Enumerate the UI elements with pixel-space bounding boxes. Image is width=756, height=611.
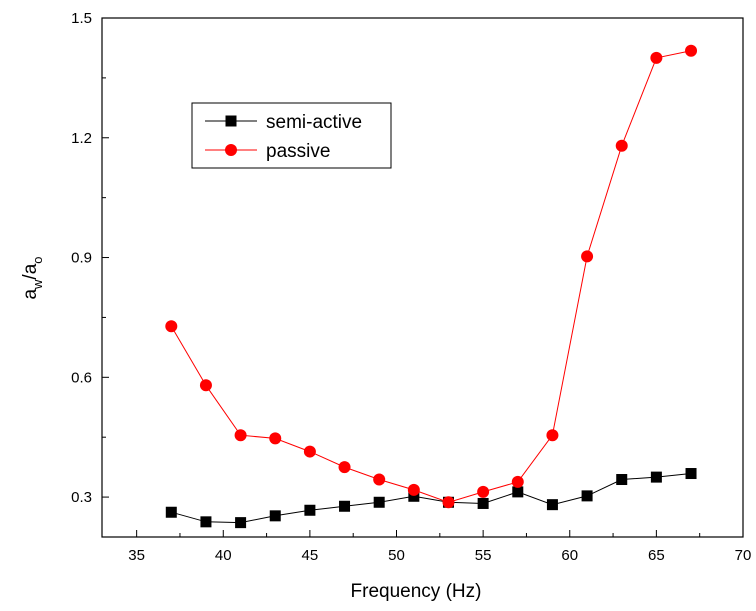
y-tick-label: 0.9 xyxy=(71,250,92,267)
data-point-semi-active xyxy=(616,474,628,486)
data-point-passive xyxy=(685,44,698,57)
legend: semi-active passive xyxy=(191,102,392,169)
x-tick-label: 60 xyxy=(561,547,578,564)
data-point-passive xyxy=(581,250,594,263)
data-point-passive xyxy=(511,475,524,488)
data-point-passive xyxy=(407,483,420,496)
legend-label-passive: passive xyxy=(266,141,330,162)
data-point-semi-active xyxy=(685,468,697,480)
legend-marker-passive xyxy=(225,144,237,156)
y-tick-label: 0.3 xyxy=(71,489,92,506)
data-point-semi-active xyxy=(269,510,281,522)
x-tick-label: 40 xyxy=(215,547,232,564)
data-point-semi-active xyxy=(650,471,662,483)
x-tick-label: 55 xyxy=(475,547,492,564)
data-point-semi-active xyxy=(373,496,385,508)
data-point-semi-active xyxy=(408,490,420,502)
y-axis-title-sep: /a xyxy=(20,263,41,279)
data-point-passive xyxy=(303,445,316,458)
y-axis: 0.3 0.6 0.9 1.2 1.5 xyxy=(71,10,109,506)
data-point-semi-active xyxy=(235,517,247,529)
data-point-semi-active xyxy=(512,486,524,498)
data-point-semi-active xyxy=(581,490,593,502)
data-point-passive xyxy=(373,473,386,486)
data-point-semi-active xyxy=(200,516,212,528)
plot-frame xyxy=(101,17,744,538)
legend-box xyxy=(191,102,392,169)
series-line-passive xyxy=(170,50,692,503)
data-point-passive xyxy=(338,461,351,474)
legend-label-semi-active: semi-active xyxy=(266,112,362,133)
series-layer xyxy=(165,44,698,529)
y-axis-title-sub2: o xyxy=(30,256,45,263)
y-axis-title: aw/ao xyxy=(20,256,45,299)
data-point-passive xyxy=(442,496,455,509)
data-point-semi-active xyxy=(165,506,177,518)
legend-marker-semi-active xyxy=(225,115,237,127)
data-point-passive xyxy=(615,139,628,152)
y-tick-label: 0.6 xyxy=(71,369,92,386)
x-axis-title: Frequency (Hz) xyxy=(351,581,482,602)
data-point-passive xyxy=(199,379,212,392)
data-point-passive xyxy=(477,485,490,498)
data-point-semi-active xyxy=(546,499,558,511)
y-tick-label: 1.2 xyxy=(71,130,92,147)
data-point-passive xyxy=(234,429,247,442)
data-point-semi-active xyxy=(304,504,316,516)
x-tick-label: 35 xyxy=(128,547,145,564)
series-line-semi-active xyxy=(171,473,692,524)
data-point-passive xyxy=(269,432,282,445)
data-point-passive xyxy=(650,51,663,64)
x-tick-label: 45 xyxy=(302,547,319,564)
y-axis-title-sub1: w xyxy=(30,279,45,290)
x-axis: 35 40 45 50 55 60 65 70 xyxy=(128,530,751,564)
x-tick-label: 70 xyxy=(735,547,752,564)
y-tick-label: 1.5 xyxy=(71,10,92,27)
data-point-semi-active xyxy=(339,500,351,512)
data-point-passive xyxy=(546,429,559,442)
x-tick-label: 50 xyxy=(388,547,405,564)
y-axis-title-main: a xyxy=(20,289,41,300)
data-point-semi-active xyxy=(477,497,489,509)
data-point-passive xyxy=(165,320,178,333)
x-tick-label: 65 xyxy=(648,547,665,564)
